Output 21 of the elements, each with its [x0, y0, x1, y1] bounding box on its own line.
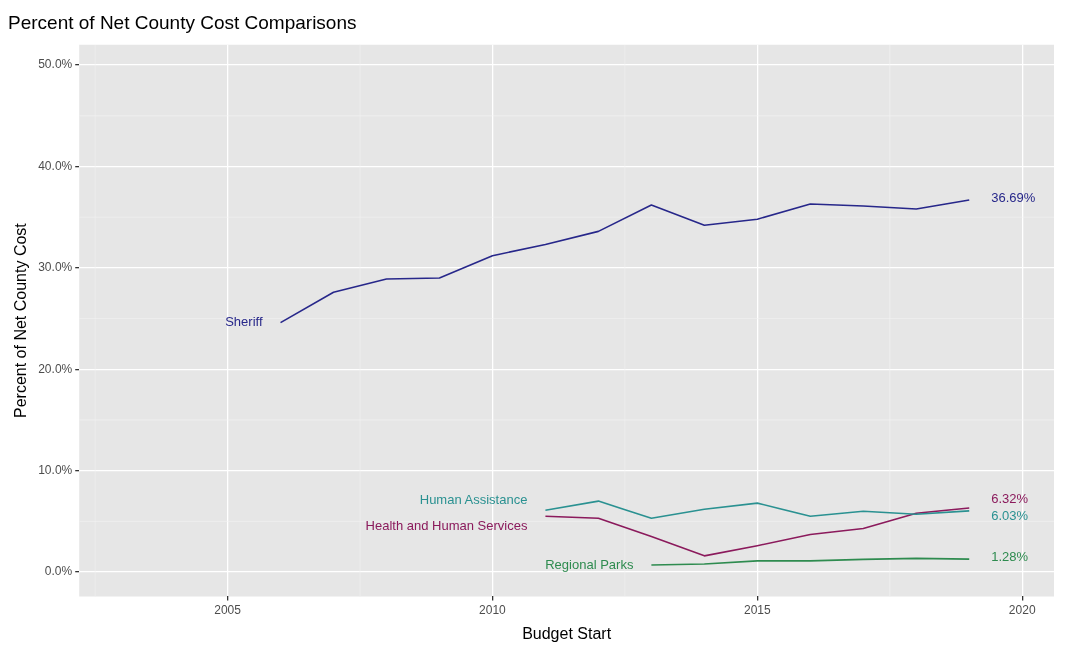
y-tick-label: 10.0% [38, 462, 73, 477]
series-label: Sheriff [225, 314, 263, 330]
data-label: 6.32% [991, 490, 1029, 506]
chart-title: Percent of Net County Cost Comparisons [8, 11, 357, 33]
series-label: Health and Human Services [365, 517, 528, 533]
x-axis-title: Budget Start [522, 624, 612, 642]
series-label: Human Assistance [419, 491, 528, 507]
x-tick-label: 2005 [214, 602, 242, 617]
y-tick-label: 20.0% [38, 361, 73, 376]
data-label: 6.03% [991, 507, 1029, 523]
data-label: 1.28% [991, 548, 1029, 564]
y-tick-label: 30.0% [38, 260, 73, 275]
x-tick-label: 2015 [743, 602, 771, 617]
x-tick-label: 2020 [1008, 602, 1036, 617]
x-tick-label: 2010 [479, 602, 507, 617]
y-axis-title: Percent of Net County Cost [12, 222, 30, 418]
y-tick-label: 40.0% [38, 158, 73, 173]
series-label: Regional Parks [545, 556, 634, 572]
data-label: 36.69% [991, 189, 1036, 205]
y-tick-label: 50.0% [38, 57, 73, 72]
y-tick-label: 0.0% [44, 564, 73, 579]
